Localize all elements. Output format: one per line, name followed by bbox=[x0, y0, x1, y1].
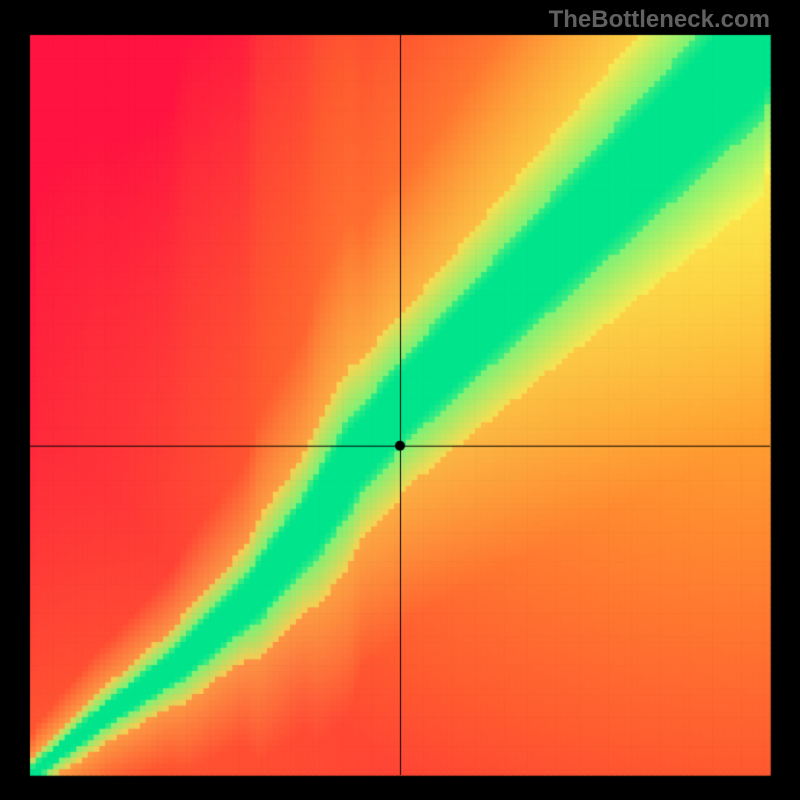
watermark-text: TheBottleneck.com bbox=[549, 6, 770, 34]
chart-container: { "watermark": { "text": "TheBottleneck.… bbox=[0, 0, 800, 800]
bottleneck-heatmap bbox=[0, 0, 800, 800]
